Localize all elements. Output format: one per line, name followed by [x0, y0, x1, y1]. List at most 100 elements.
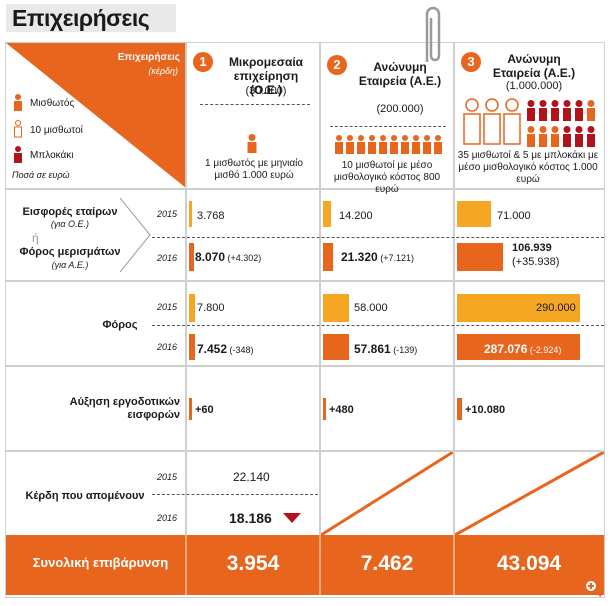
company-name: Ανώνυμη Εταιρεία (Α.Ε.) — [358, 60, 442, 88]
freelancer-icon — [539, 100, 547, 121]
employees-group — [460, 96, 600, 154]
company-size: (200.000) — [376, 103, 424, 115]
value-label: 8.070 — [195, 250, 226, 264]
employee-icon — [247, 134, 257, 153]
ten-employees-icon — [14, 120, 22, 138]
employees-group — [334, 135, 446, 157]
tax-2015-bar — [323, 294, 349, 322]
company-number-badge: 3 — [461, 52, 481, 72]
year-label: 2015 — [157, 302, 178, 312]
year-label: 2015 — [157, 209, 178, 219]
employer-increase-label: +480 — [329, 404, 354, 416]
contributions-2015-bar — [457, 201, 491, 227]
employee-icon — [346, 135, 354, 154]
tax-2016-bar — [457, 334, 580, 360]
company-description: 1 μισθωτός με μηνιαίο μισθό 1.000 ευρώ — [205, 158, 303, 181]
year-label: 2015 — [157, 472, 178, 482]
contributions-2015-bar — [323, 201, 331, 227]
freelancer-icon — [587, 126, 595, 147]
legend-note: Ποσά σε ευρώ — [12, 170, 70, 180]
profit-2016-value: 18.186 — [229, 510, 272, 526]
legend-item-employee: Μισθωτός — [30, 98, 75, 109]
employee-icon — [551, 126, 559, 147]
tax-2015-label: 58.000 — [354, 302, 388, 314]
company-name: Ανώνυμη Εταιρεία (Α.Ε.) — [492, 52, 576, 80]
contributions-2016-bar — [189, 243, 194, 271]
row-separator — [6, 188, 604, 190]
freelancer-icon — [551, 100, 559, 121]
contributions-2016-bar — [457, 243, 503, 271]
employee-icon — [357, 135, 365, 154]
not-applicable-mark — [455, 452, 604, 535]
row-label-profits: Κέρδη που απομένουν — [25, 490, 145, 502]
dashed-separator — [200, 104, 310, 105]
total-burden-value: 43.094 — [496, 552, 562, 575]
tax-2016-bar — [189, 334, 195, 360]
freelancer-icon — [563, 100, 571, 121]
dashed-separator — [152, 237, 604, 238]
paperclip-icon — [425, 6, 441, 62]
row-separator — [6, 280, 604, 282]
row-label-tax: Φόρος — [102, 319, 138, 331]
company-name: Μικρομεσαία επιχείρηση (Ο.Ε.) — [228, 55, 304, 97]
employee-icon — [14, 94, 22, 111]
company-number-badge: 2 — [327, 55, 347, 75]
change-label: (+7.121) — [377, 253, 414, 263]
employee-icon — [587, 100, 595, 121]
employee-icon — [423, 135, 431, 154]
row-label-employer-increase: Αύξηση εργοδοτικών εισφορών — [69, 396, 180, 421]
employee-icon — [434, 135, 442, 154]
contributions-2016-label: 8.070 (+4.302) — [195, 250, 261, 264]
employee-icon — [390, 135, 398, 154]
year-label: 2016 — [157, 342, 178, 352]
company-description: 10 μισθωτοί με μέσο μισθολογικό κόστος 8… — [333, 160, 441, 195]
ten-employees-icon — [483, 98, 501, 145]
column-separator — [453, 43, 455, 535]
change-label: (+4.302) — [225, 253, 262, 263]
legend-header-sub: (κέρδη) — [148, 66, 178, 76]
column-separator — [319, 535, 321, 595]
total-burden-value: 7.462 — [360, 552, 414, 575]
contributions-2015-bar — [189, 201, 192, 227]
contributions-2016-change: (+35.938) — [512, 256, 560, 268]
freelancer-icon — [575, 100, 583, 121]
value-label: 57.861 — [354, 342, 391, 356]
decrease-triangle-icon — [283, 513, 301, 523]
legend-triangle — [6, 43, 186, 188]
dashed-separator — [152, 325, 604, 326]
employee-icon — [335, 135, 343, 154]
column-separator — [319, 43, 321, 535]
legend-header: Επιχειρήσεις — [117, 52, 180, 63]
change-label: (-348) — [227, 345, 254, 355]
legend-item-ten: 10 μισθωτοί — [30, 125, 83, 136]
zoom-in-icon[interactable] — [583, 578, 603, 598]
employer-increase-label: +60 — [195, 404, 214, 416]
employer-increase-bar — [323, 398, 326, 420]
employee-icon — [379, 135, 387, 154]
freelancer-icon — [563, 126, 571, 147]
bracket-arrow — [120, 197, 151, 273]
company-description: 35 μισθωτοί & 5 με μπλοκάκι με μέσο μισθ… — [457, 150, 599, 185]
company-number-badge: 1 — [193, 52, 213, 72]
dashed-separator — [152, 494, 318, 495]
profit-2015-value: 22.140 — [233, 470, 270, 484]
legend-item-freelancer: Μπλοκάκι — [30, 150, 74, 161]
total-burden-label: Συνολική επιβάρυνση — [32, 555, 169, 570]
tax-2016-bar — [323, 334, 349, 360]
column-separator — [185, 535, 187, 595]
freelancer-icon — [527, 100, 535, 121]
freelancer-icon — [575, 126, 583, 147]
employee-icon — [412, 135, 420, 154]
contributions-2015-label: 14.200 — [339, 210, 373, 222]
row-separator — [6, 365, 604, 367]
value-label: 21.320 — [341, 250, 378, 264]
contributions-2016-bar — [323, 243, 333, 271]
column-separator — [453, 535, 455, 595]
change-label: (-2.924) — [527, 345, 562, 355]
total-burden-value: 3.954 — [226, 552, 280, 575]
company-size: (1.000.000) — [505, 80, 563, 92]
employer-increase-label: +10.080 — [465, 404, 506, 416]
ten-employees-icon — [503, 98, 521, 145]
employee-icon — [368, 135, 376, 154]
ten-employees-icon — [463, 98, 481, 145]
